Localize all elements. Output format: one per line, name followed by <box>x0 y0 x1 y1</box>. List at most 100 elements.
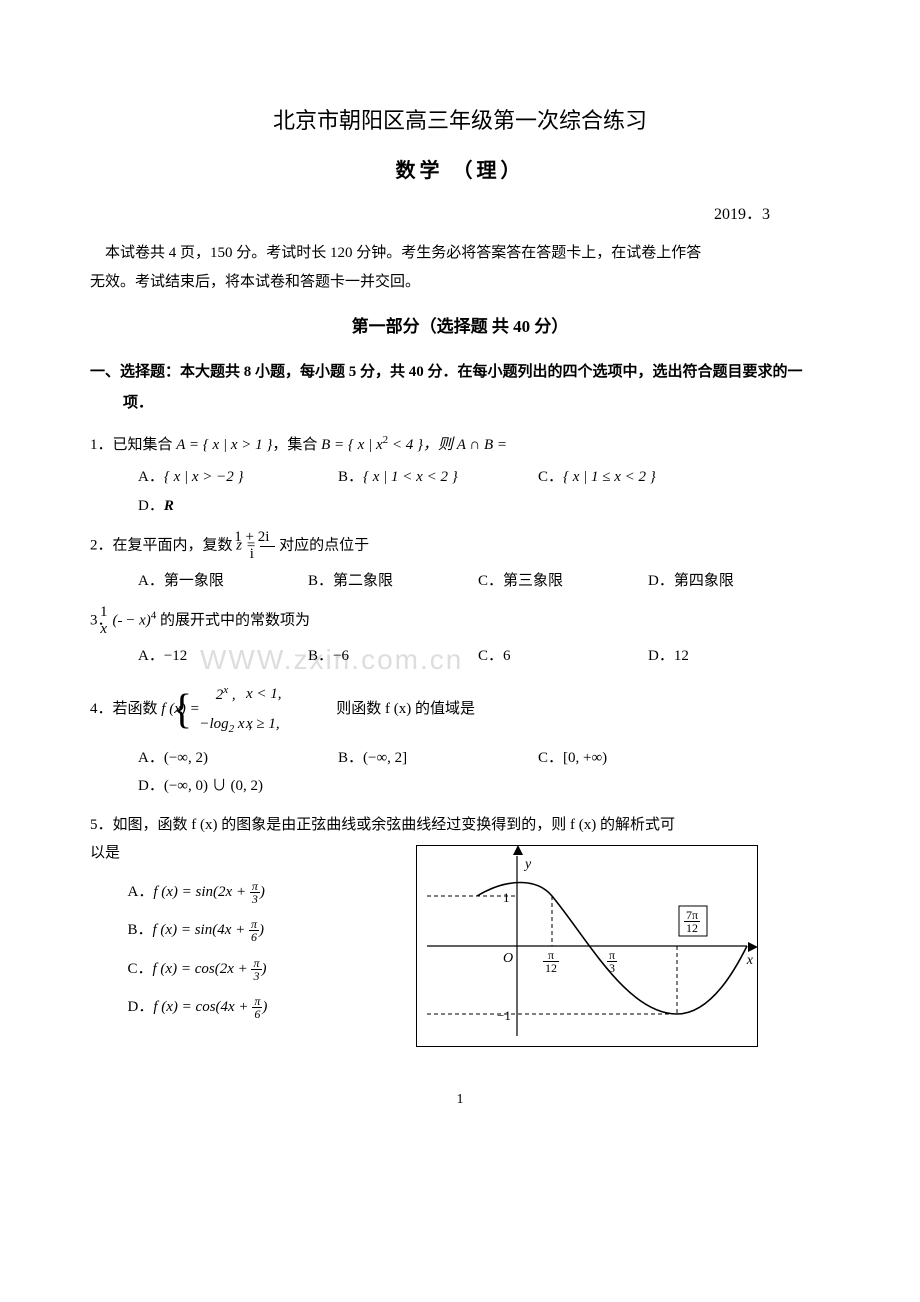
q5-d-post: ) <box>262 999 267 1015</box>
q1-B-eq-pre: B = { x | x <box>321 437 382 453</box>
q1-b-txt: { x | 1 < x < 2 } <box>363 469 458 485</box>
tick-pi12: π12 <box>543 948 559 974</box>
arrow-y-icon <box>513 845 523 855</box>
q5-stem-a-txt: 如图，函数 f (x) 的图象是由正弦曲线或余弦曲线经过变换得到的，则 f (x… <box>113 817 675 833</box>
q3-opt-c: C．6 <box>478 642 648 671</box>
label-one: 1 <box>503 886 510 911</box>
tick-pi3: π3 <box>607 948 617 974</box>
t2n: π <box>607 949 617 962</box>
q4-r2c2: x ≥ 1, <box>277 710 332 740</box>
q1-tail: ，则 A ∩ B = <box>423 437 507 453</box>
q4-pw-body: 2x , x < 1, −log2 x , x ≥ 1, <box>205 680 332 739</box>
preamble-line1: 本试卷共 4 页，150 分。考试时长 120 分钟。考生务必将答案答在答题卡上… <box>90 238 830 268</box>
q1-d-pre: D． <box>138 498 164 514</box>
q5-d-pre: D． <box>128 999 154 1015</box>
q4-num: 4． <box>90 702 113 718</box>
q4-opt-c: C．[0, +∞) <box>538 744 738 773</box>
q4-r1c1-post: , <box>228 687 236 703</box>
q2-opt-a: A．第一象限 <box>138 567 308 596</box>
q2-opt-d: D．第四象限 <box>648 567 818 596</box>
q5-a-fn: π <box>250 880 260 893</box>
q5-a-frac: π3 <box>250 880 260 905</box>
exam-date: 2019．3 <box>90 200 770 230</box>
q5-num: 5． <box>90 817 113 833</box>
t2d: 3 <box>607 962 617 974</box>
q4-r2c1-pre: −log <box>199 716 228 732</box>
q3-stem: 3．(1x − x)4 的展开式中的常数项为 <box>90 605 830 638</box>
page-content: 北京市朝阳区高三年级第一次综合练习 数学 （理） 2019．3 本试卷共 4 页… <box>90 100 830 1114</box>
q3-options: A．−12 B．−6 C．6 D．12 <box>138 642 830 671</box>
q1-opt-c: C．{ x | 1 ≤ x < 2 } <box>538 463 738 492</box>
q4-options: A．(−∞, 2) B．(−∞, 2] C．[0, +∞) D．(−∞, 0) … <box>138 744 830 801</box>
q5-d-frac: π6 <box>252 995 262 1020</box>
q5-opt-a: A．f (x) = sin(2x + π3) <box>128 878 411 907</box>
q5-c-f: f (x) = cos(2x + <box>153 961 252 977</box>
q1-A-eq: A = { x | x > 1 } <box>176 437 272 453</box>
q1-c-pre: C． <box>538 469 563 485</box>
q4-r1c2: x < 1, <box>277 680 332 710</box>
q3-opt-b: B．−6 <box>308 642 478 671</box>
q2-tail: 对应的点位于 <box>279 538 369 554</box>
q5-c-frac: π3 <box>251 957 261 982</box>
q1-mid: ，集合 <box>272 437 317 453</box>
q3-opt-a: A．−12 <box>138 642 308 671</box>
q5-left: 以是 A．f (x) = sin(2x + π3) B．f (x) = sin(… <box>90 839 410 1032</box>
q2-opt-b: B．第二象限 <box>308 567 478 596</box>
q4-opt-a: A．(−∞, 2) <box>138 744 338 773</box>
q1-opt-b: B．{ x | 1 < x < 2 } <box>338 463 538 492</box>
page-number: 1 <box>90 1087 830 1114</box>
t3n: 7π <box>684 909 700 922</box>
x-axis-label: x <box>747 948 753 975</box>
q2-frac-d: i <box>260 547 276 563</box>
q1-num: 1． <box>90 437 113 453</box>
q1-a-txt: { x | x > −2 } <box>164 469 244 485</box>
q1-a-pre: A． <box>138 469 164 485</box>
q5-opt-c: C．f (x) = cos(2x + π3) <box>128 955 411 984</box>
q1-opt-a: A．{ x | x > −2 } <box>138 463 338 492</box>
tick-7pi12: 7π12 <box>684 908 700 934</box>
q2-pre: 在复平面内，复数 <box>113 538 233 554</box>
q5-c-post: ) <box>262 961 267 977</box>
q4-stem: 4．若函数 f (x) = { 2x , x < 1, −log2 x , x … <box>90 680 830 739</box>
q5-a-post: ) <box>260 884 265 900</box>
q5-d-fd: 6 <box>252 1008 262 1020</box>
q2-frac-n: 1 + 2i <box>260 530 276 547</box>
q5-b-f: f (x) = sin(4x + <box>153 922 249 938</box>
q5-b-fd: 6 <box>249 931 259 943</box>
question-3: 3．(1x − x)4 的展开式中的常数项为 A．−12 B．−6 C．6 D．… <box>90 605 830 670</box>
q1-options: A．{ x | x > −2 } B．{ x | 1 < x < 2 } C．{… <box>138 463 830 520</box>
q1-c-txt: { x | 1 ≤ x < 2 } <box>563 469 656 485</box>
q2-stem: 2．在复平面内，复数 z = 1 + 2ii 对应的点位于 <box>90 530 830 563</box>
question-2: 2．在复平面内，复数 z = 1 + 2ii 对应的点位于 A．第一象限 B．第… <box>90 530 830 595</box>
q1-pre: 已知集合 <box>113 437 173 453</box>
q4-piecewise: { 2x , x < 1, −log2 x , x ≥ 1, <box>203 680 332 739</box>
q4-pw-row1: 2x , x < 1, <box>205 680 332 710</box>
q2-frac: 1 + 2ii <box>260 530 276 563</box>
question-4: 4．若函数 f (x) = { 2x , x < 1, −log2 x , x … <box>90 680 830 800</box>
question-1: 1．已知集合 A = { x | x > 1 }，集合 B = { x | x2… <box>90 430 830 521</box>
q5-b-frac: π6 <box>249 918 259 943</box>
q5-b-post: ) <box>259 922 264 938</box>
preamble-line2: 无效。考试结束后，将本试卷和答题卡一并交回。 <box>90 268 830 297</box>
q2-opt-c: C．第三象限 <box>478 567 648 596</box>
label-neg-one: −1 <box>497 1004 511 1029</box>
q5-a-fd: 3 <box>250 893 260 905</box>
q2-options: A．第一象限 B．第二象限 C．第三象限 D．第四象限 <box>138 567 830 596</box>
q4-pw-row2: −log2 x , x ≥ 1, <box>205 710 332 740</box>
q5-opt-d: D．f (x) = cos(4x + π6) <box>128 993 411 1022</box>
q2-num: 2． <box>90 538 113 554</box>
q4-opt-b: B．(−∞, 2] <box>338 744 538 773</box>
instructions: 一、选择题：本大题共 8 小题，每小题 5 分，共 40 分．在每小题列出的四个… <box>123 357 830 420</box>
q5-opt-b: B．f (x) = sin(4x + π6) <box>128 916 411 945</box>
q3-tail: 的展开式中的常数项为 <box>160 613 310 629</box>
q5-b-pre: B． <box>128 922 153 938</box>
title-main: 北京市朝阳区高三年级第一次综合练习 <box>90 100 830 142</box>
q5-graph-svg <box>417 846 757 1046</box>
q5-c-fd: 3 <box>251 970 261 982</box>
q5-d-f: f (x) = cos(4x + <box>153 999 252 1015</box>
q1-opt-d: D．R <box>138 492 338 521</box>
t3d: 12 <box>684 922 700 934</box>
q5-options: A．f (x) = sin(2x + π3) B．f (x) = sin(4x … <box>90 878 410 1022</box>
q3-opt-d: D．12 <box>648 642 818 671</box>
section-header: 第一部分（选择题 共 40 分） <box>90 311 830 343</box>
